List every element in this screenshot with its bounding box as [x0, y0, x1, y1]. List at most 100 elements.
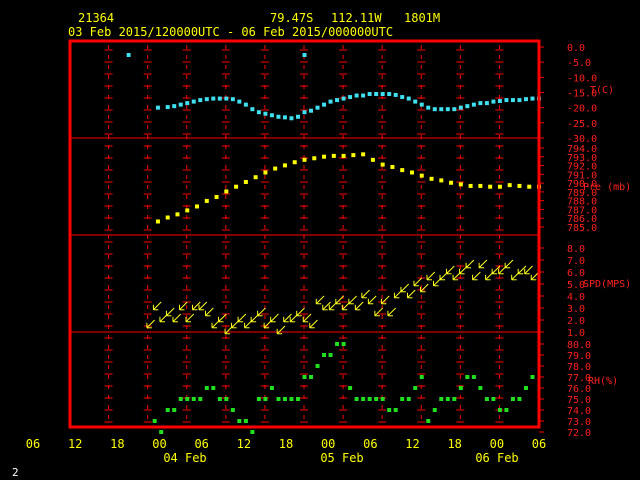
rh-point — [458, 386, 463, 390]
wind-arrow — [205, 307, 214, 317]
wind-arrow — [517, 265, 527, 275]
temp-point — [204, 97, 209, 102]
rh-point — [204, 386, 209, 390]
y-tick-label: 6.0 — [567, 268, 585, 279]
rh-point — [243, 419, 248, 423]
y-tick-label: 785.0 — [567, 223, 597, 234]
temp-point — [191, 99, 196, 104]
rh-point — [361, 397, 366, 401]
wind-arrow — [172, 313, 182, 323]
rh-point — [439, 397, 444, 401]
temp-point — [523, 97, 528, 102]
rh-point — [276, 397, 281, 401]
station-id: 21364 — [78, 11, 114, 25]
temp-point — [439, 107, 444, 112]
wind-arrow — [354, 301, 364, 311]
rh-point — [191, 397, 196, 401]
wind-arrow — [218, 313, 227, 323]
wind-arrow — [361, 289, 370, 299]
temp-point — [282, 115, 287, 120]
y-tick-label: 7.0 — [567, 256, 585, 267]
panel-unit-label: SPD(MPS) — [583, 279, 631, 290]
pres-point — [439, 178, 444, 183]
longitude: 112.11W — [331, 11, 382, 25]
wind-arrow — [198, 301, 208, 311]
rh-point — [315, 364, 320, 368]
temp-point — [217, 96, 222, 101]
rh-point — [523, 386, 528, 390]
wind-arrow — [380, 295, 390, 305]
temp-point — [198, 98, 203, 103]
rh-point — [380, 397, 385, 401]
y-tick-label: 72.0 — [567, 428, 591, 439]
latitude: 79.47S — [270, 11, 313, 25]
y-tick-label: -15.0 — [567, 89, 597, 100]
y-tick-label: 5.0 — [567, 280, 585, 291]
plot-frame — [68, 39, 541, 429]
time-range: 03 Feb 2015/120000UTC - 06 Feb 2015/0000… — [68, 25, 393, 39]
temp-point — [341, 96, 346, 101]
y-tick-label: 80.0 — [567, 340, 591, 351]
x-tick-label: 06 — [194, 437, 208, 451]
y-tick-label: 74.0 — [567, 406, 591, 417]
rh-point — [400, 397, 405, 401]
pres-point — [331, 153, 336, 158]
rh-point — [530, 375, 535, 379]
axis-labels: 0.0 -5.0 -10.0 -15.0 -20.0 -25.0 -30.0 T(C) 794.… — [26, 43, 631, 465]
temp-point — [465, 104, 470, 109]
wind-arrow — [315, 295, 325, 305]
pres-point — [497, 184, 502, 189]
pres-point — [292, 160, 297, 165]
rh-point — [484, 397, 489, 401]
rh-point — [250, 430, 255, 434]
rh-point — [263, 397, 268, 401]
rh-point — [159, 430, 164, 434]
wind-arrow — [237, 313, 247, 323]
x-tick-label: 06 — [363, 437, 377, 451]
rh-point — [178, 397, 183, 401]
rh-point — [152, 419, 157, 423]
wind-arrow — [283, 313, 292, 323]
temp-point — [237, 99, 242, 104]
temp-point — [393, 92, 398, 97]
pres-point — [409, 170, 414, 175]
x-date-label: 06 Feb — [475, 451, 518, 465]
rh-point — [165, 408, 170, 412]
y-tick-label: 791.0 — [567, 170, 597, 181]
rh-point — [432, 408, 437, 412]
temp-point — [484, 101, 489, 106]
pres-point — [400, 168, 405, 173]
temp-point — [400, 95, 405, 100]
rh-point — [445, 397, 450, 401]
temp-point — [510, 98, 515, 103]
x-tick-label: 00 — [152, 437, 166, 451]
temp-point — [497, 98, 502, 103]
wind-arrow — [302, 313, 312, 323]
temp-point — [445, 107, 450, 112]
rh-point — [269, 386, 274, 390]
pres-point — [390, 164, 395, 169]
temp-point — [276, 114, 281, 119]
temp-point — [374, 92, 379, 97]
panel-unit-label: T(C) — [590, 85, 614, 96]
wind-arrow — [185, 313, 195, 323]
rh-point — [289, 397, 294, 401]
rh-point — [328, 353, 333, 357]
wind-arrow — [446, 265, 455, 275]
y-tick-label: 793.0 — [567, 153, 597, 164]
y-tick-label: 8.0 — [567, 244, 585, 255]
temp-point — [269, 113, 274, 118]
y-tick-label: 77.0 — [567, 373, 591, 384]
wind-arrow — [374, 307, 384, 317]
temp-point — [413, 99, 418, 104]
wind-arrow — [178, 301, 188, 311]
rh-point — [309, 375, 314, 379]
wind-arrow — [257, 307, 266, 317]
y-tick-label: 2.0 — [567, 316, 585, 327]
pres-point — [488, 184, 493, 189]
y-tick-label: 789.0 — [567, 188, 597, 199]
temp-point — [432, 107, 437, 112]
rh-point — [419, 375, 424, 379]
temp-point — [406, 96, 411, 101]
pres-point — [263, 170, 268, 175]
